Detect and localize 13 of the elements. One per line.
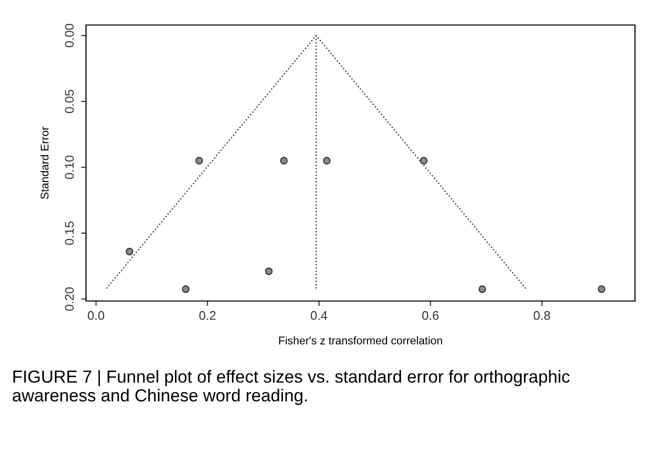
- x-tick-label: 0.2: [199, 311, 216, 320]
- x-axis-title: Fisher's z transformed correlation: [279, 336, 442, 344]
- y-axis-title: Standard Error: [40, 126, 49, 199]
- y-tick-label: 0.05: [64, 90, 74, 114]
- x-tick-label: 0.0: [88, 311, 104, 320]
- y-tick-label: 0.10: [64, 156, 74, 179]
- y-tick-label: 0.00: [64, 24, 74, 48]
- caption: FIGURE 7 | Funnel plot of effect sizes vs. standard error for orthographic awareness and Chinese word reading.: [12, 370, 570, 405]
- x-tick-label: 0.6: [422, 311, 439, 320]
- x-tick-label: 0.8: [534, 311, 550, 320]
- y-tick-label: 0.15: [64, 222, 74, 245]
- x-tick-label: 0.4: [310, 311, 328, 320]
- y-tick-label: 0.20: [64, 287, 74, 311]
